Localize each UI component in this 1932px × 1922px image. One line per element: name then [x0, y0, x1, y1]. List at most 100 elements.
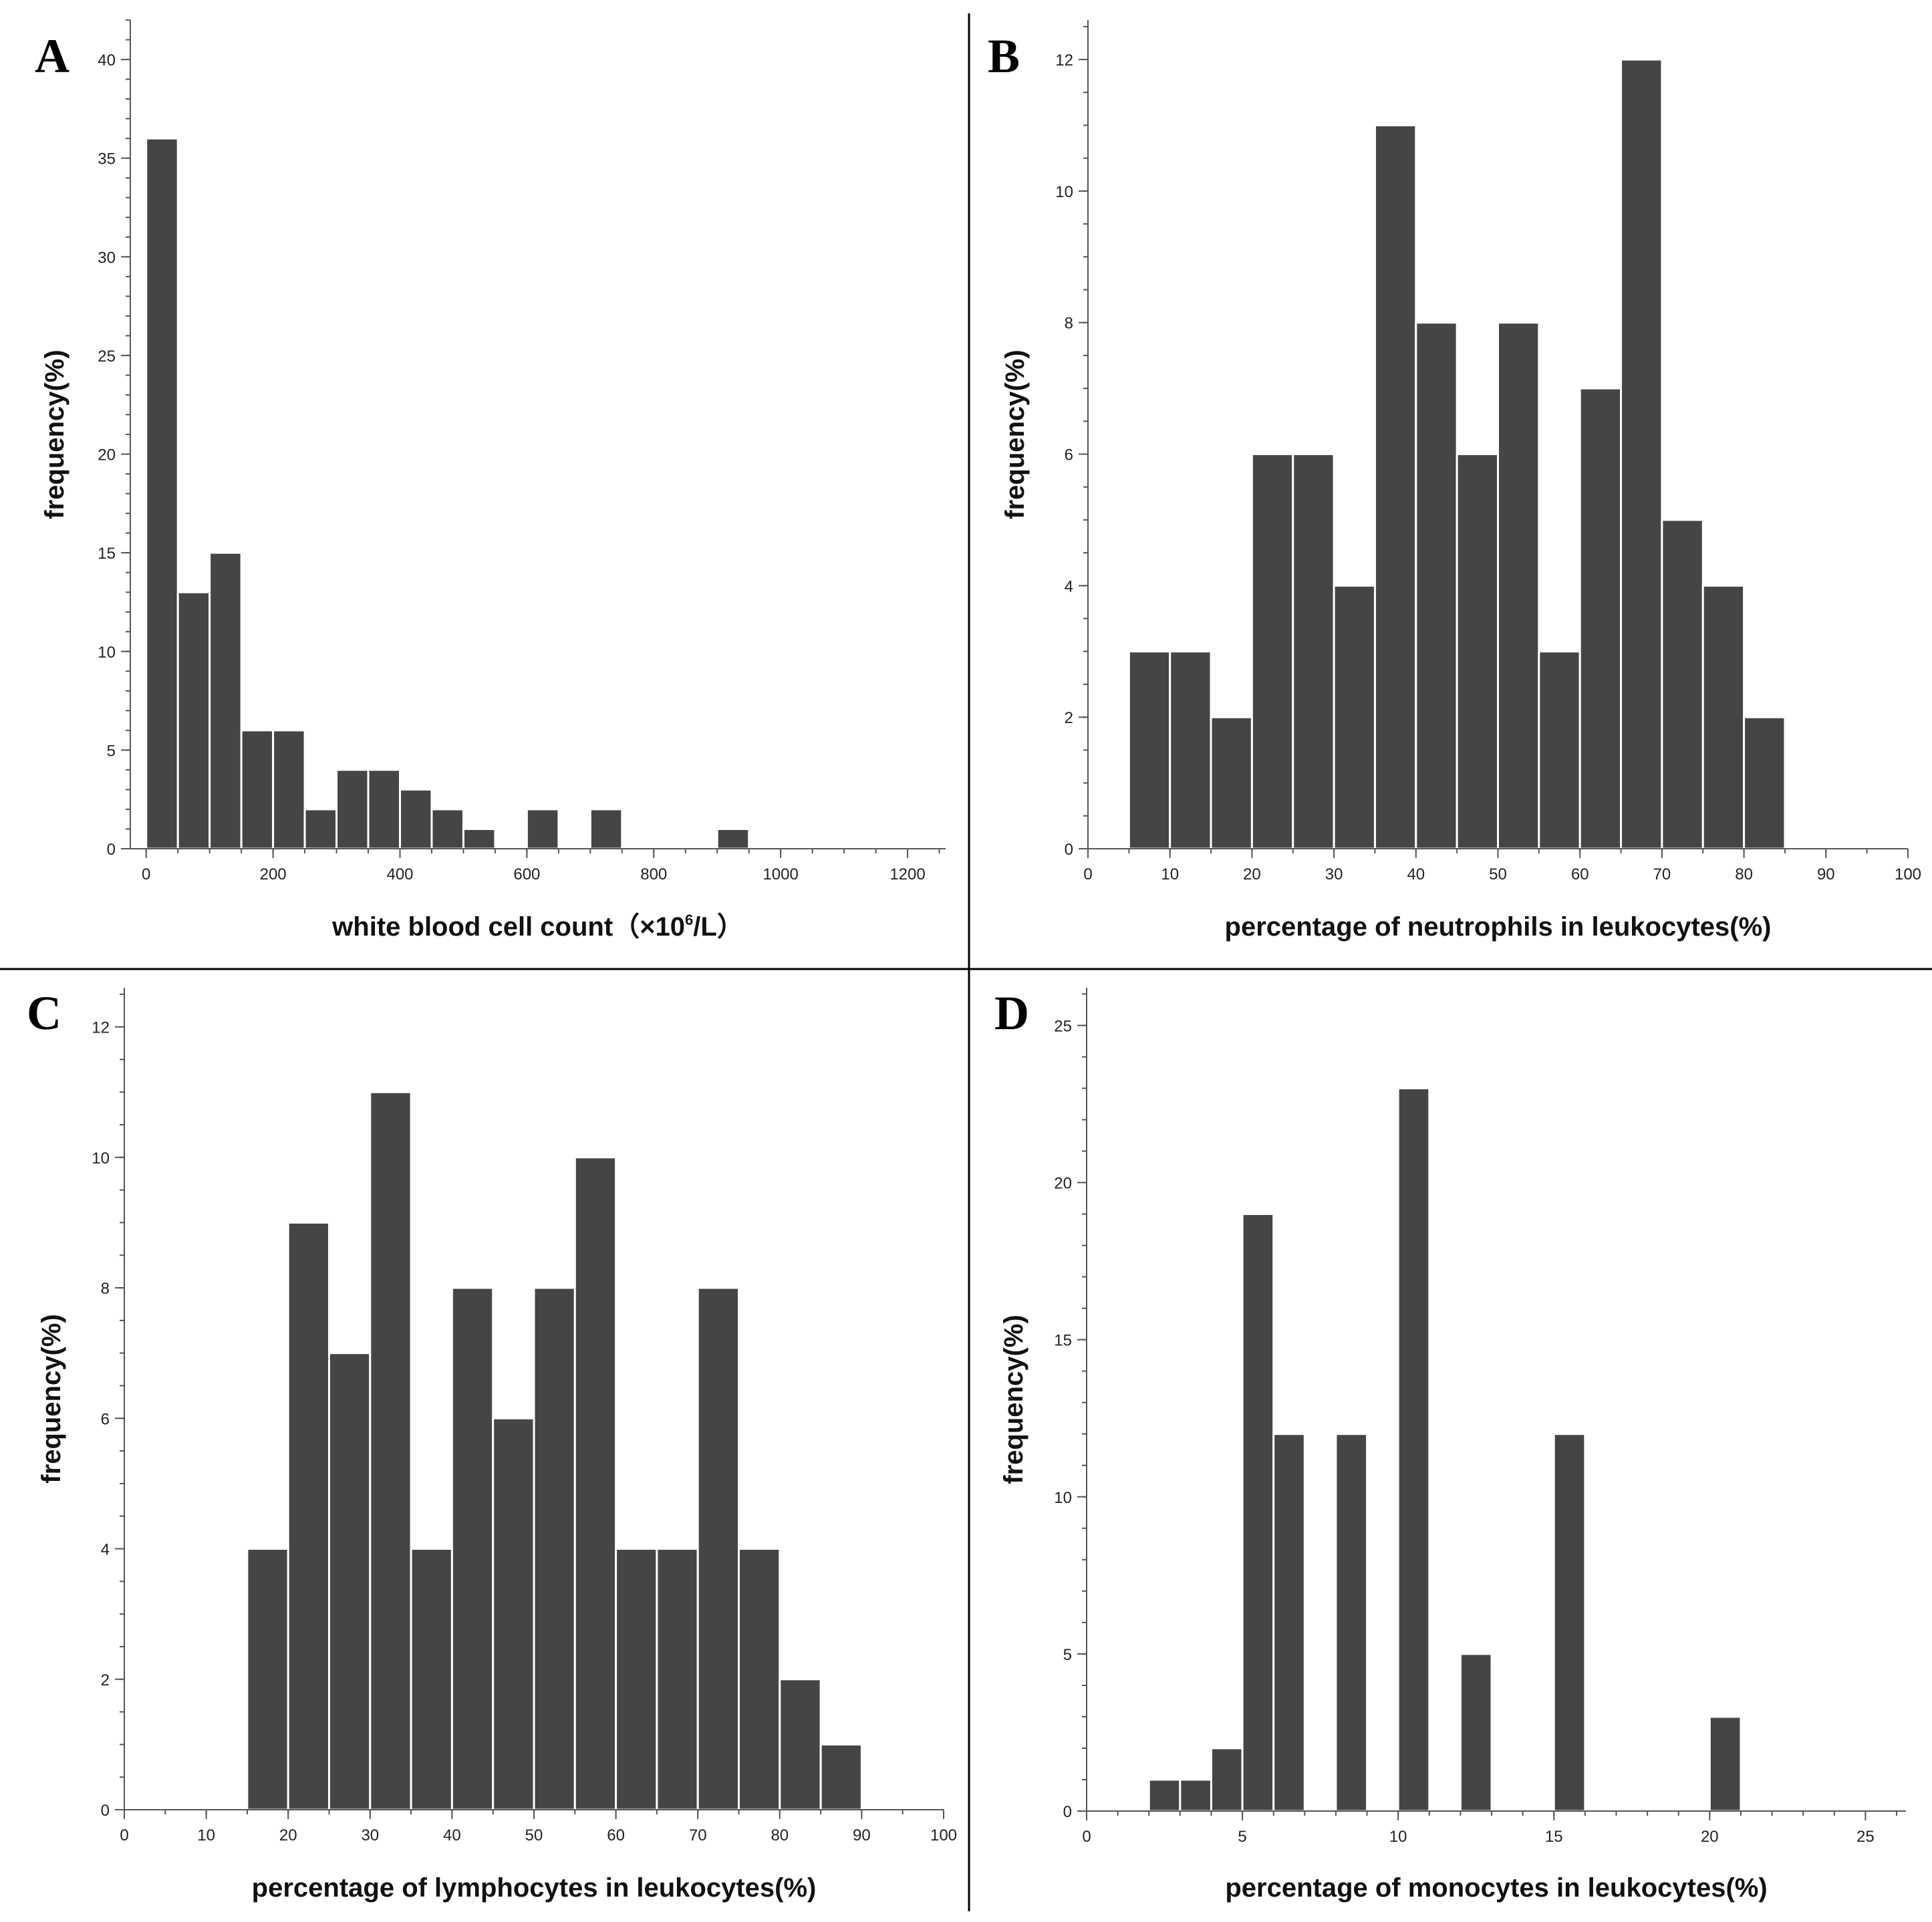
- y-tick-label-d: 10: [1054, 1489, 1072, 1507]
- y-tick-label-c: 4: [101, 1541, 110, 1559]
- y-tick-label-a: 40: [98, 51, 116, 70]
- y-axis-label-d: frequency(%): [999, 1315, 1028, 1484]
- x-tick-label-c: 10: [197, 1826, 215, 1844]
- panel-letter-d: D: [994, 986, 1029, 1040]
- bar-d-6: [1397, 1087, 1431, 1812]
- y-tick-label-a: 10: [98, 644, 116, 662]
- bar-c-0: [246, 1548, 289, 1811]
- y-axis-label-a: frequency(%): [40, 350, 70, 519]
- x-axis-label-d: percentage of monocytes in leukocytes(%): [1225, 1873, 1767, 1903]
- chart-panel-b: B 0 2 4 6 8 10 12 0 10 20 30 40 50 60 70 80 90 100 frequenc…: [988, 20, 1921, 942]
- bar-b-9: [1497, 321, 1540, 850]
- y-tick-label-d: 25: [1054, 1017, 1072, 1035]
- bar-c-13: [779, 1678, 822, 1811]
- x-tick-label-d: 15: [1545, 1828, 1563, 1846]
- bar-a-2: [209, 551, 243, 850]
- bar-b-11: [1578, 387, 1623, 850]
- y-tick-label-b: 10: [1055, 183, 1073, 201]
- bar-b-12: [1620, 58, 1663, 850]
- x-tick-label-b: 40: [1407, 865, 1425, 883]
- x-tick-label-a: 200: [260, 865, 287, 883]
- x-axis-label-main-d: percentage of monocytes in leukocytes(%): [1225, 1873, 1767, 1903]
- x-tick-label-a: 1200: [889, 865, 925, 883]
- bar-c-10: [656, 1548, 699, 1811]
- bar-a-13: [716, 827, 750, 850]
- x-axis-label-main-b: percentage of neutrophils in leukocytes(…: [1225, 912, 1772, 942]
- x-tick-label-b: 30: [1325, 865, 1343, 883]
- panel-letter-a: A: [35, 29, 70, 83]
- bar-c-7: [533, 1286, 576, 1811]
- x-tick-label-b: 70: [1653, 865, 1671, 883]
- bar-d-2: [1210, 1747, 1244, 1812]
- x-axis-label-c: percentage of lymphocytes in leukocytes(…: [252, 1873, 817, 1903]
- x-axis-label-b: percentage of neutrophils in leukocytes(…: [1225, 912, 1772, 942]
- bar-c-1: [287, 1221, 331, 1811]
- panel-letter-b: B: [988, 29, 1020, 83]
- x-tick-label-b: 0: [1083, 865, 1092, 883]
- bar-c-8: [573, 1156, 617, 1811]
- y-tick-label-a: 15: [98, 545, 116, 563]
- x-tick-label-c: 100: [930, 1826, 957, 1844]
- y-tick-label-d: 5: [1063, 1646, 1072, 1664]
- x-tick-label-b: 20: [1243, 865, 1261, 883]
- y-tick-label-a: 35: [98, 150, 116, 168]
- x-tick-label-a: 0: [142, 865, 150, 883]
- bar-b-8: [1456, 453, 1499, 850]
- bar-b-14: [1701, 584, 1746, 850]
- x-tick-label-b: 50: [1489, 865, 1507, 883]
- y-tick-label-a: 0: [107, 841, 116, 859]
- y-tick-label-d: 20: [1054, 1175, 1072, 1193]
- bar-a-4: [272, 729, 306, 850]
- x-tick-label-b: 100: [1895, 865, 1921, 883]
- bar-b-4: [1292, 453, 1335, 850]
- bar-c-14: [819, 1743, 863, 1811]
- bar-c-12: [738, 1548, 781, 1811]
- bar-b-13: [1661, 519, 1704, 850]
- bar-a-5: [303, 808, 338, 850]
- bar-d-8: [1552, 1433, 1586, 1812]
- x-tick-label-c: 30: [361, 1826, 379, 1844]
- bar-d-9: [1708, 1715, 1742, 1812]
- x-tick-label-c: 80: [771, 1826, 789, 1844]
- bar-b-10: [1538, 650, 1581, 850]
- bar-b-15: [1743, 716, 1786, 850]
- bar-b-7: [1415, 321, 1458, 850]
- x-axis-label-main-a: white blood cell count（×10: [331, 912, 685, 942]
- x-tick-label-c: 90: [853, 1826, 871, 1844]
- x-tick-label-c: 50: [525, 1826, 543, 1844]
- x-tick-label-d: 0: [1082, 1828, 1091, 1846]
- y-tick-label-b: 8: [1065, 315, 1073, 333]
- x-axis-label-main-c: percentage of lymphocytes in leukocytes(…: [252, 1873, 817, 1903]
- x-axis-label-a: white blood cell count（×106/L）: [331, 912, 744, 942]
- bar-a-11: [525, 808, 560, 850]
- x-tick-label-c: 60: [607, 1826, 625, 1844]
- x-tick-label-c: 40: [443, 1826, 461, 1844]
- bar-b-2: [1210, 716, 1253, 850]
- chart-panel-c: C 0 2 4 6 8 10 12 0 10 20 30 40 50 60 70 80 90 100 frequenc…: [27, 986, 957, 1903]
- y-axis-label-c: frequency(%): [37, 1314, 66, 1483]
- bar-c-5: [450, 1286, 495, 1811]
- y-tick-label-a: 5: [107, 742, 116, 760]
- x-axis-label-sup-a: 6: [685, 912, 693, 928]
- bar-d-1: [1179, 1778, 1212, 1812]
- x-tick-label-d: 5: [1238, 1828, 1246, 1846]
- bar-a-8: [399, 788, 433, 850]
- x-tick-label-b: 60: [1571, 865, 1589, 883]
- y-tick-label-b: 6: [1065, 446, 1073, 464]
- x-tick-label-c: 20: [279, 1826, 297, 1844]
- y-tick-label-b: 0: [1065, 841, 1073, 859]
- x-tick-label-c: 70: [689, 1826, 707, 1844]
- bar-b-6: [1373, 124, 1417, 850]
- bar-d-0: [1147, 1778, 1182, 1812]
- x-axis-label-tail-a: /L）: [693, 912, 744, 942]
- x-tick-label-c: 0: [120, 1826, 128, 1844]
- x-tick-label-a: 800: [640, 865, 667, 883]
- y-axis-label-b: frequency(%): [1000, 350, 1030, 519]
- bar-a-3: [240, 729, 275, 850]
- y-tick-label-c: 0: [101, 1802, 110, 1820]
- bar-d-3: [1241, 1213, 1275, 1812]
- bar-d-4: [1272, 1433, 1306, 1812]
- bar-d-7: [1459, 1653, 1493, 1812]
